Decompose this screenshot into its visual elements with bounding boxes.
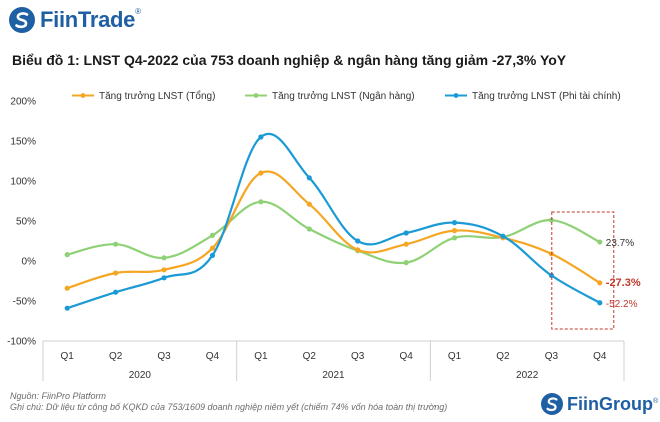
data-point <box>64 305 70 311</box>
brand-name: FiinTrade® <box>40 7 141 32</box>
x-tick-label: Q3 <box>157 351 171 362</box>
data-point <box>113 270 119 276</box>
x-tick-label: Q3 <box>545 351 559 362</box>
legend-label: Tăng trưởng LNST (Ngân hàng) <box>272 90 415 102</box>
x-group-label: 2022 <box>516 370 539 381</box>
x-tick-label: Q1 <box>254 351 268 362</box>
footnote: Ghi chú: Dữ liệu từ công bố KQKD của 753… <box>10 402 448 412</box>
data-point <box>113 289 119 295</box>
y-tick-label: -50% <box>13 297 36 308</box>
data-point <box>403 230 409 236</box>
y-tick-label: 200% <box>10 97 36 108</box>
footer-notes: Nguồn: FiinPro Platform Ghi chú: Dữ liệu… <box>10 391 447 413</box>
legend-label: Tăng trưởng LNST (Tổng) <box>99 90 215 102</box>
data-point <box>209 252 216 258</box>
source-note: Nguồn: FiinPro Platform <box>10 391 107 401</box>
x-tick-label: Q2 <box>109 351 123 362</box>
footer-brand-name: FiinGroup® <box>567 393 659 414</box>
x-tick-label: Q4 <box>206 351 220 362</box>
data-point <box>161 255 167 261</box>
y-tick-label: 150% <box>10 137 36 148</box>
data-point <box>548 272 554 278</box>
fiingroup-logo: FiinGroup® <box>540 392 658 416</box>
data-point <box>597 280 603 286</box>
series-line <box>66 132 601 310</box>
y-tick-label: 0% <box>22 257 37 268</box>
data-point <box>64 285 70 291</box>
data-point <box>306 226 312 232</box>
x-tick-label: Q1 <box>448 351 462 362</box>
data-point <box>64 252 70 258</box>
legend-label: Tăng trưởng LNST (Phi tài chính) <box>472 90 621 102</box>
data-point <box>258 170 264 176</box>
data-point <box>451 235 458 241</box>
x-group-label: 2021 <box>322 370 345 381</box>
data-point <box>597 300 603 306</box>
data-point <box>209 232 216 238</box>
chart: 200% 150% 100% 50% 0% -50% -100% Q1 Q2 Q3 Q4 Q1 Q2 Q3… <box>7 90 641 381</box>
legend-marker <box>80 93 86 98</box>
data-point <box>548 217 554 223</box>
x-tick-label: Q1 <box>61 351 75 362</box>
data-point <box>451 228 458 234</box>
data-point <box>355 247 361 253</box>
data-point <box>403 260 409 266</box>
x-tick-label: Q3 <box>351 351 365 362</box>
data-point <box>306 175 312 181</box>
fiintrade-logo: FiinTrade® <box>8 6 141 34</box>
series-line <box>66 200 601 265</box>
x-group-label: 2020 <box>129 370 152 381</box>
y-tick-label: -100% <box>7 337 36 348</box>
data-point <box>258 199 264 205</box>
data-point <box>355 238 361 244</box>
x-tick-label: Q2 <box>496 351 510 362</box>
data-point <box>209 245 216 251</box>
data-point <box>500 233 506 239</box>
y-tick-label: 100% <box>10 177 36 188</box>
legend-marker <box>453 93 459 98</box>
data-point <box>403 241 409 247</box>
data-point <box>113 241 119 247</box>
x-tick-label: Q4 <box>593 351 607 362</box>
data-point <box>451 220 458 226</box>
data-label: 23.7% <box>606 238 634 249</box>
data-point <box>306 201 312 207</box>
y-tick-label: 50% <box>16 217 36 228</box>
fiingroup-logo-icon <box>541 393 563 415</box>
x-tick-label: Q4 <box>399 351 413 362</box>
data-point <box>161 275 167 281</box>
data-label: -52.2% <box>606 299 638 310</box>
x-tick-label: Q2 <box>303 351 317 362</box>
data-point <box>597 239 603 245</box>
chart-title: Biểu đồ 1: LNST Q4-2022 của 753 doanh ng… <box>12 52 567 68</box>
fiintrade-logo-icon <box>9 7 35 33</box>
data-point <box>258 134 264 140</box>
highlight-box <box>551 211 615 330</box>
legend-marker <box>253 93 259 98</box>
data-point <box>161 267 167 273</box>
data-label: -27.3% <box>606 277 641 289</box>
